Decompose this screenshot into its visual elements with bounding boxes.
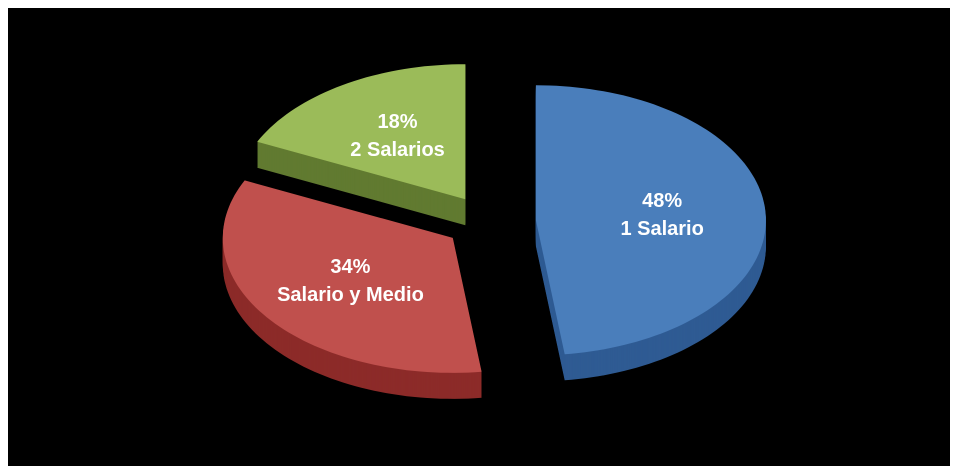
- slice: [257, 64, 466, 200]
- category-label: 2 Salarios: [350, 139, 445, 161]
- category-label: 1 Salario: [620, 218, 703, 240]
- slice: [222, 180, 482, 373]
- data-label: 18%: [378, 111, 418, 133]
- data-label: 48%: [642, 190, 682, 212]
- slice: [535, 85, 766, 355]
- category-label: Salario y Medio: [277, 284, 424, 306]
- data-label: 34%: [330, 256, 370, 278]
